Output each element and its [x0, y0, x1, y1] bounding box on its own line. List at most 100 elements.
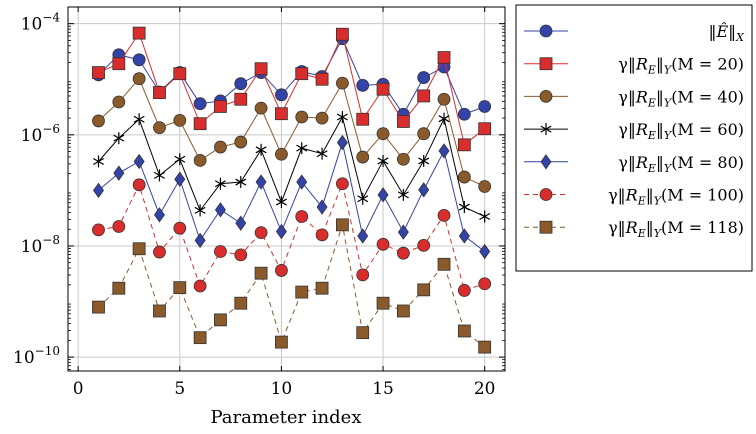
y-tick-label: 10−4 — [21, 11, 61, 35]
data-point — [437, 51, 451, 64]
data-point — [174, 153, 186, 166]
data-point — [356, 78, 370, 92]
data-point — [479, 243, 491, 260]
series-4 — [92, 134, 491, 260]
data-point — [255, 174, 267, 190]
data-point — [539, 57, 553, 71]
data-point — [437, 208, 451, 222]
data-point — [275, 223, 287, 240]
data-point — [457, 170, 471, 184]
data-point — [478, 180, 492, 193]
data-point — [356, 150, 370, 164]
data-point — [153, 86, 166, 99]
data-point — [255, 143, 267, 156]
data-point — [193, 117, 207, 131]
data-point — [153, 207, 165, 223]
legend-entry: γ‖RE‖Y(M = 40) — [524, 87, 744, 109]
data-point — [254, 266, 268, 280]
data-point — [336, 111, 348, 124]
data-point — [193, 97, 207, 111]
data-point — [132, 178, 146, 192]
legend-label: γ‖RE‖Y(M = 20) — [618, 55, 744, 77]
data-point — [295, 210, 309, 223]
data-point — [540, 154, 552, 170]
data-point — [356, 268, 370, 282]
data-point — [194, 232, 206, 249]
legend-label: γ‖RE‖Y(M = 80) — [618, 153, 744, 175]
data-point — [478, 340, 492, 354]
data-point — [438, 143, 450, 159]
data-point — [275, 88, 288, 102]
data-point — [112, 220, 126, 233]
data-point — [275, 196, 287, 209]
legend: ‖Ê‖X γ‖RE‖Y(M = 20) γ‖RE‖Y(M = 40) γ‖RE‖Y(M… — [515, 4, 753, 272]
data-point — [275, 107, 288, 121]
x-tick-label: 0 — [73, 379, 84, 399]
data-point — [296, 174, 308, 190]
data-point — [539, 188, 553, 201]
series-line — [98, 182, 485, 292]
x-tick-label: 20 — [474, 379, 496, 399]
data-point — [113, 132, 125, 145]
data-point — [214, 245, 227, 258]
plot-frame — [67, 6, 506, 372]
series-line — [98, 140, 485, 252]
data-point — [234, 135, 248, 149]
data-point — [295, 67, 309, 81]
data-point — [458, 201, 470, 214]
x-tick-label: 15 — [372, 379, 394, 399]
data-point — [214, 100, 227, 113]
series-1 — [92, 26, 492, 152]
y-tick-label: 10−8 — [21, 233, 60, 257]
data-point — [235, 215, 247, 231]
data-point — [112, 57, 126, 71]
data-point — [377, 187, 389, 203]
data-point — [153, 304, 166, 318]
data-point — [478, 122, 492, 136]
y-tick-label: 10−6 — [21, 122, 60, 146]
data-point — [417, 89, 431, 103]
data-point — [418, 154, 430, 167]
legend-entry: γ‖RE‖Y(M = 60) — [524, 120, 744, 142]
legend-label: γ‖RE‖Y(M = 118) — [608, 218, 744, 240]
data-point — [173, 281, 187, 295]
data-point — [174, 171, 186, 187]
data-point — [336, 134, 348, 151]
data-point — [539, 220, 553, 234]
data-point — [396, 152, 410, 166]
data-point — [132, 72, 146, 86]
data-point — [92, 66, 105, 79]
data-point — [315, 111, 329, 125]
legend-label: γ‖RE‖Y(M = 40) — [618, 87, 744, 109]
series-6 — [92, 218, 492, 354]
data-point — [214, 313, 227, 327]
data-point — [254, 101, 268, 115]
data-point — [335, 76, 349, 90]
data-point — [254, 226, 268, 240]
series-line — [98, 115, 485, 217]
data-point — [357, 192, 369, 205]
data-point — [113, 165, 125, 181]
series-layer — [92, 26, 492, 354]
data-point — [132, 53, 146, 67]
data-point — [397, 224, 409, 240]
data-point — [133, 113, 145, 126]
data-point — [457, 324, 471, 338]
data-point — [173, 67, 187, 81]
legend-label: ‖Ê‖X — [708, 21, 745, 44]
data-point — [418, 182, 430, 198]
data-point — [335, 177, 349, 191]
data-point — [397, 188, 409, 201]
data-point — [92, 182, 104, 199]
data-point — [417, 71, 431, 84]
x-axis-label: Parameter index — [211, 407, 362, 428]
legend-entry: ‖Ê‖X — [524, 21, 745, 44]
data-point — [478, 100, 492, 113]
data-point — [234, 296, 248, 310]
data-point — [356, 326, 370, 340]
data-point — [335, 218, 349, 232]
data-point — [458, 228, 470, 244]
data-point — [275, 335, 288, 349]
data-point — [234, 77, 248, 91]
